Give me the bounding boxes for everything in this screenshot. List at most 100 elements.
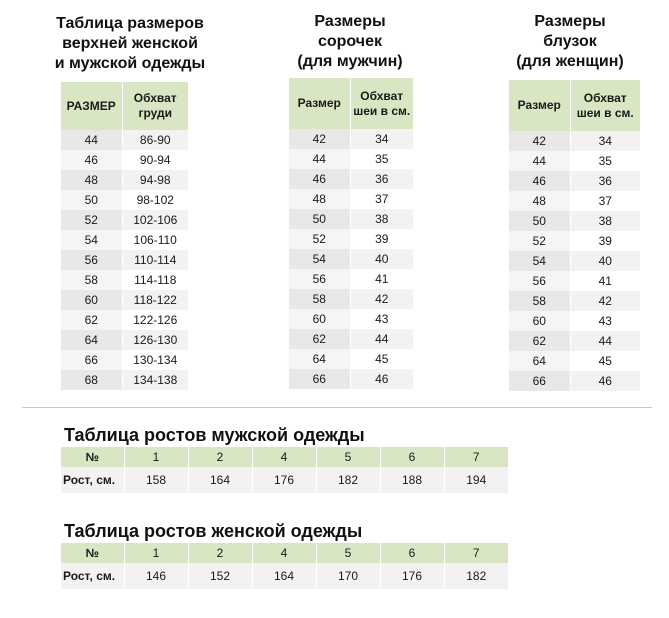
table-body: 44 86-90 46 90-94 48 94-98 50 98-102 52 102-106 54… bbox=[61, 130, 188, 390]
measure-cell: 134-138 bbox=[122, 370, 188, 390]
blouses-table-title: Размеры блузок (для женщин) bbox=[500, 12, 640, 72]
size-cell: 58 bbox=[509, 291, 571, 311]
measure-cell: 40 bbox=[570, 251, 640, 271]
size-cell: 44 bbox=[61, 130, 123, 150]
row-label: Рост, см. bbox=[61, 563, 125, 589]
table-row: 54 40 bbox=[289, 249, 413, 269]
measure-cell: 122-126 bbox=[122, 310, 188, 330]
size-cell: 50 bbox=[61, 190, 123, 210]
size-cell: 56 bbox=[509, 271, 571, 291]
measure-cell: 106-110 bbox=[122, 230, 188, 250]
title-line: Размеры bbox=[534, 13, 606, 30]
measure-cell: 41 bbox=[570, 271, 640, 291]
value-cell: 7 bbox=[444, 447, 508, 467]
value-cell: 182 bbox=[316, 467, 381, 493]
table-row: 42 34 bbox=[509, 131, 640, 151]
size-cell: 48 bbox=[289, 189, 351, 209]
size-cell: 60 bbox=[509, 311, 571, 331]
value-cell: 6 bbox=[380, 447, 445, 467]
size-cell: 52 bbox=[289, 229, 351, 249]
table-row: 58 42 bbox=[509, 291, 640, 311]
row-label: № bbox=[61, 447, 125, 467]
title-line: и мужской одежды bbox=[54, 55, 206, 72]
table-row: 68 134-138 bbox=[61, 370, 188, 390]
clothing-size-table: РАЗМЕР Обхват груди 44 86-90 46 90-94 48 94-9… bbox=[61, 82, 188, 390]
value-cell: 4 bbox=[252, 447, 317, 467]
table-row: 62 122-126 bbox=[61, 310, 188, 330]
size-cell: 54 bbox=[61, 230, 123, 250]
table-body: 42 34 44 35 46 36 48 37 50 38 52 39 54 40 56 41 58 42 60 43… bbox=[509, 131, 640, 391]
size-cell: 42 bbox=[509, 131, 571, 151]
measure-cell: 35 bbox=[570, 151, 640, 171]
number-row: № 1 2 4 5 6 7 bbox=[61, 447, 508, 467]
table-row: 50 38 bbox=[289, 209, 413, 229]
size-cell: 44 bbox=[289, 149, 351, 169]
blouses-size-table: Размер Обхват шеи в см. 42 34 44 35 46 36 48 37… bbox=[509, 80, 640, 391]
section-divider bbox=[22, 407, 652, 408]
measure-cell: 43 bbox=[570, 311, 640, 331]
size-cell: 58 bbox=[289, 289, 351, 309]
value-cell: 170 bbox=[316, 563, 381, 589]
size-cell: 66 bbox=[509, 371, 571, 391]
size-cell: 64 bbox=[289, 349, 351, 369]
column-header: Обхват шеи в см. bbox=[570, 80, 640, 131]
table-row: 66 130-134 bbox=[61, 350, 188, 370]
value-cell: 188 bbox=[380, 467, 445, 493]
table-row: 56 110-114 bbox=[61, 250, 188, 270]
measure-cell: 39 bbox=[570, 231, 640, 251]
measure-cell: 42 bbox=[570, 291, 640, 311]
table-row: 50 38 bbox=[509, 211, 640, 231]
women-heights-title: Таблица ростов женской одежды bbox=[64, 521, 363, 541]
size-cell: 44 bbox=[509, 151, 571, 171]
measure-cell: 45 bbox=[570, 351, 640, 371]
size-cell: 60 bbox=[61, 290, 123, 310]
table-row: 64 45 bbox=[289, 349, 413, 369]
table-row: 64 45 bbox=[509, 351, 640, 371]
size-cell: 62 bbox=[61, 310, 123, 330]
measure-cell: 130-134 bbox=[122, 350, 188, 370]
size-cell: 50 bbox=[509, 211, 571, 231]
measure-cell: 36 bbox=[350, 169, 413, 189]
measure-cell: 45 bbox=[350, 349, 413, 369]
table-row: 60 43 bbox=[509, 311, 640, 331]
size-cell: 66 bbox=[61, 350, 123, 370]
table-row: 44 35 bbox=[289, 149, 413, 169]
table-row: 50 98-102 bbox=[61, 190, 188, 210]
measure-cell: 44 bbox=[570, 331, 640, 351]
table-row: 54 40 bbox=[509, 251, 640, 271]
value-cell: 6 bbox=[380, 543, 445, 563]
measure-cell: 102-106 bbox=[122, 210, 188, 230]
value-cell: 4 bbox=[252, 543, 317, 563]
size-cell: 52 bbox=[509, 231, 571, 251]
row-label: Рост, см. bbox=[61, 467, 125, 493]
size-cell: 42 bbox=[289, 129, 351, 149]
table-row: 56 41 bbox=[509, 271, 640, 291]
measure-cell: 36 bbox=[570, 171, 640, 191]
size-cell: 54 bbox=[509, 251, 571, 271]
measure-cell: 38 bbox=[570, 211, 640, 231]
value-cell: 164 bbox=[188, 467, 253, 493]
table-row: 54 106-110 bbox=[61, 230, 188, 250]
size-cell: 60 bbox=[289, 309, 351, 329]
table-row: 46 36 bbox=[509, 171, 640, 191]
size-cell: 46 bbox=[289, 169, 351, 189]
measure-cell: 41 bbox=[350, 269, 413, 289]
column-header: Размер bbox=[509, 80, 571, 131]
value-cell: 5 bbox=[316, 447, 381, 467]
size-cell: 56 bbox=[61, 250, 123, 270]
value-cell: 2 bbox=[188, 447, 253, 467]
table-row: 58 42 bbox=[289, 289, 413, 309]
table-row: 46 36 bbox=[289, 169, 413, 189]
table-row: 48 37 bbox=[289, 189, 413, 209]
value-cell: 176 bbox=[380, 563, 445, 589]
measure-cell: 118-122 bbox=[122, 290, 188, 310]
column-header: РАЗМЕР bbox=[61, 82, 123, 130]
table-row: 56 41 bbox=[289, 269, 413, 289]
measure-cell: 43 bbox=[350, 309, 413, 329]
column-header: Обхват шеи в см. bbox=[350, 78, 413, 129]
measure-cell: 98-102 bbox=[122, 190, 188, 210]
value-cell: 2 bbox=[188, 543, 253, 563]
title-line: (для женщин) bbox=[516, 53, 624, 70]
size-cell: 68 bbox=[61, 370, 123, 390]
row-label: № bbox=[61, 543, 125, 563]
